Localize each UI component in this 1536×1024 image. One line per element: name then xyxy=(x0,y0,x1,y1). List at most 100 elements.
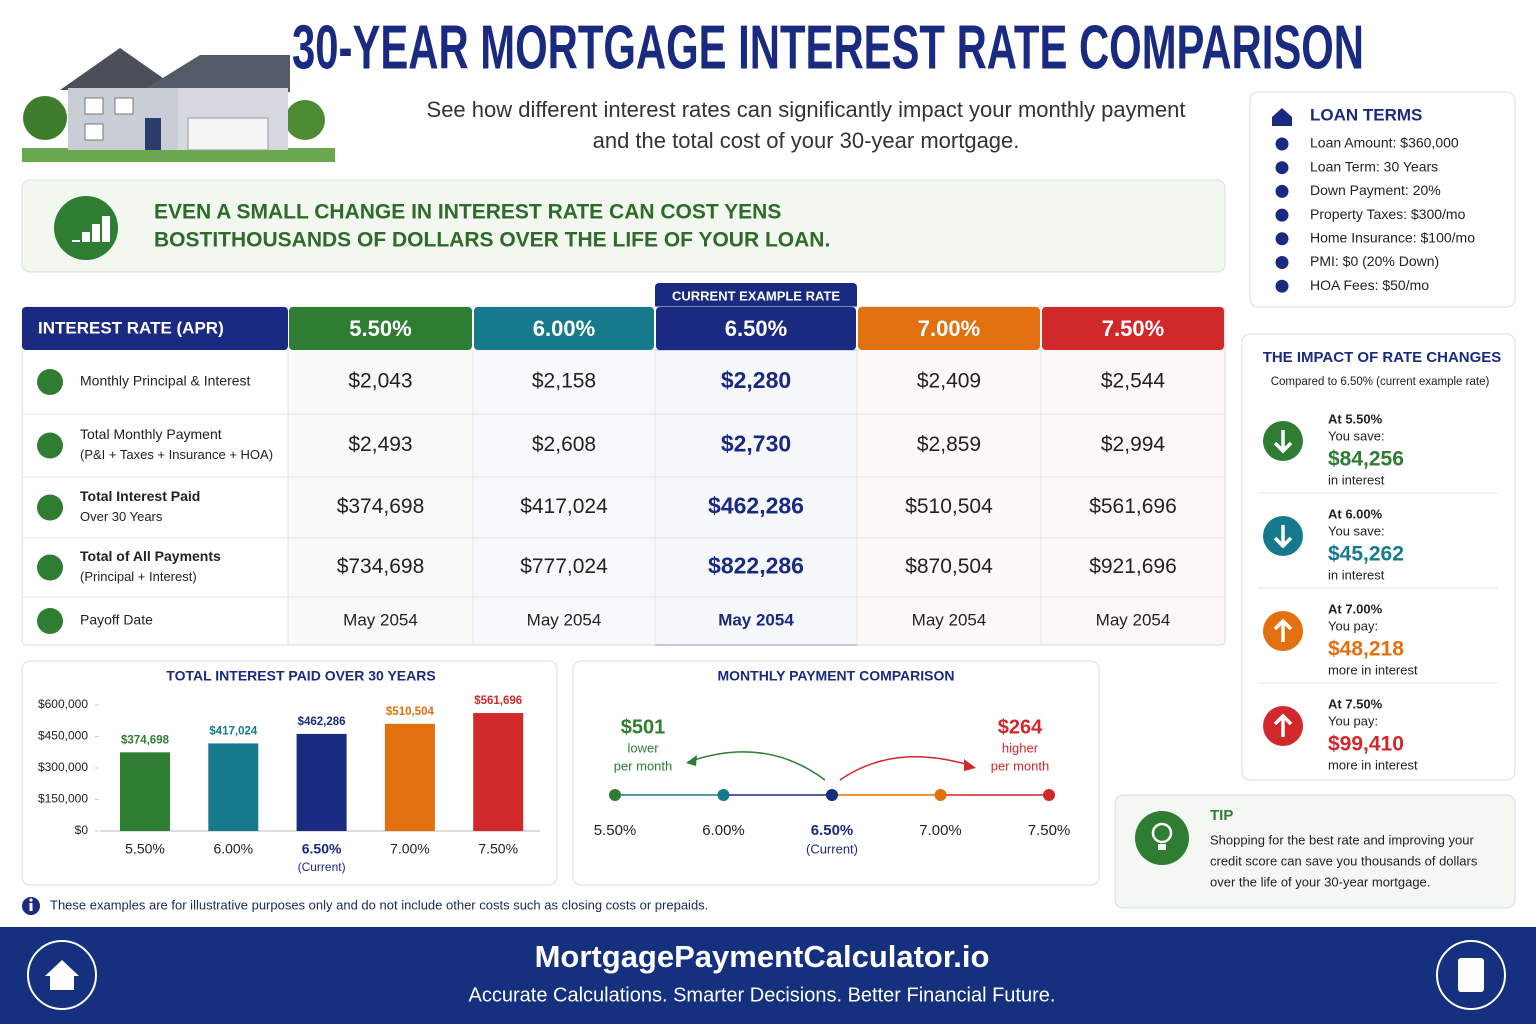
rate-dot xyxy=(934,789,947,801)
comparison-title: MONTHLY PAYMENT COMPARISON xyxy=(718,668,955,684)
info-dot xyxy=(29,898,33,902)
cell-value: $561,696 xyxy=(1089,495,1177,518)
cell-value: $2,730 xyxy=(721,431,791,457)
column-header xyxy=(656,307,856,350)
y-tick-label: $600,000 xyxy=(38,697,88,711)
term-icon xyxy=(1275,279,1289,293)
row-label: Payoff Date xyxy=(80,612,153,628)
bar xyxy=(473,713,524,831)
loan-term: HOA Fees: $50/mo xyxy=(1310,277,1429,293)
bar xyxy=(120,752,170,831)
chart-title: TOTAL INTEREST PAID OVER 30 YEARS xyxy=(166,668,435,684)
info-glyph xyxy=(29,903,33,911)
window xyxy=(114,97,134,115)
roof xyxy=(140,55,290,92)
cell-value: $2,608 xyxy=(532,433,596,456)
loan-term: PMI: $0 (20% Down) xyxy=(1310,253,1439,269)
cell-value: $822,286 xyxy=(708,553,804,579)
impact-suffix: in interest xyxy=(1328,567,1385,582)
column-tint xyxy=(1041,350,1225,645)
banner-icon xyxy=(54,196,118,260)
row-label: Total Monthly Payment xyxy=(80,426,222,442)
banner-text: EVEN A SMALL CHANGE IN INTEREST RATE CAN… xyxy=(154,201,781,224)
difference-note: per month xyxy=(614,758,673,773)
window xyxy=(84,97,104,115)
arrow-glyph xyxy=(1273,713,1293,737)
rate-label: 6.00% xyxy=(702,822,745,839)
loan-term: Loan Amount: $360,000 xyxy=(1310,135,1459,151)
column-header xyxy=(1042,307,1224,350)
impact-verb: You pay: xyxy=(1328,618,1378,633)
x-tick-label: 7.50% xyxy=(478,841,518,857)
row-icon xyxy=(37,608,63,634)
difference-note: lower xyxy=(627,740,659,755)
bar-value-label: $374,698 xyxy=(121,734,170,746)
rate-label: 7.00% xyxy=(919,822,962,839)
bar-value-label: $510,504 xyxy=(386,706,435,718)
row-label: Total Interest Paid xyxy=(80,488,200,504)
impact-amount: $48,218 xyxy=(1328,638,1404,661)
impact-amount: $45,262 xyxy=(1328,543,1404,566)
door xyxy=(145,118,161,150)
current-note: (Current) xyxy=(298,860,346,874)
arrow-glyph xyxy=(1273,618,1293,642)
impact-panel xyxy=(1241,333,1516,781)
cell-value: $2,409 xyxy=(917,370,981,393)
tip-panel xyxy=(1114,794,1516,909)
x-tick-label: 7.00% xyxy=(390,841,430,857)
column-rate: 5.50% xyxy=(349,316,411,341)
bar xyxy=(208,743,259,831)
bar-value-label: $561,696 xyxy=(474,695,522,707)
loan-term: Loan Term: 30 Years xyxy=(1310,158,1438,174)
tip-text: Shopping for the best rate and improving… xyxy=(1210,832,1474,847)
bulb xyxy=(1151,822,1173,844)
bar-value-label: $417,024 xyxy=(209,725,258,737)
cell-value: $417,024 xyxy=(520,495,608,518)
tip-title: TIP xyxy=(1210,807,1233,824)
row-icon xyxy=(37,369,63,395)
row-sublabel: (Principal + Interest) xyxy=(80,569,197,584)
cell-value: $777,024 xyxy=(520,555,608,578)
arrow-glyph xyxy=(1273,430,1293,454)
loan-terms-title: LOAN TERMS xyxy=(1310,105,1422,124)
term-icon xyxy=(1275,232,1289,246)
banner-text: BOSTITHOUSANDS OF DOLLARS OVER THE LIFE … xyxy=(154,229,830,252)
tip-text: credit score can save you thousands of d… xyxy=(1210,853,1478,868)
row-label: Total of All Payments xyxy=(80,548,221,564)
comparison-panel xyxy=(572,660,1100,886)
row-icon xyxy=(37,432,63,459)
cell-value: $921,696 xyxy=(1089,555,1177,578)
cell-value: $734,698 xyxy=(337,555,425,578)
tagline: Accurate Calculations. Smarter Decisions… xyxy=(469,984,1056,1006)
cell-value: $2,280 xyxy=(721,367,791,393)
wall xyxy=(68,88,178,150)
term-icon xyxy=(1275,256,1289,269)
term-icon xyxy=(1275,184,1289,198)
impact-verb: You save: xyxy=(1328,428,1385,443)
house-illustration xyxy=(22,48,335,162)
banner xyxy=(21,179,1226,273)
table-header-label: INTEREST RATE (APR) xyxy=(38,318,224,337)
page-title: 30-YEAR MORTGAGE INTEREST RATE COMPARISO… xyxy=(292,13,1364,82)
rate-dot xyxy=(717,789,730,801)
impact-suffix: more in interest xyxy=(1328,757,1418,772)
column-rate: 7.00% xyxy=(918,316,980,341)
bar xyxy=(384,723,435,831)
x-tick-label: 6.50% xyxy=(302,841,342,857)
current-note: (Current) xyxy=(806,841,858,856)
tree xyxy=(285,100,325,140)
impact-suffix: in interest xyxy=(1328,472,1385,487)
footer-icon xyxy=(1436,940,1506,1010)
bar-value-label: $462,286 xyxy=(298,716,346,728)
cell-value: $462,286 xyxy=(708,493,804,519)
arrow-glyph xyxy=(1273,525,1293,549)
cell-value: May 2054 xyxy=(527,610,602,629)
impact-rate: At 6.00% xyxy=(1328,506,1383,521)
subtitle: and the total cost of your 30-year mortg… xyxy=(593,128,1020,153)
loan-terms-panel xyxy=(1249,91,1516,308)
cell-value: $2,043 xyxy=(348,370,412,393)
rate-dot xyxy=(1043,789,1055,801)
site-name: MortgagePaymentCalculator.io xyxy=(535,939,990,974)
column-tint xyxy=(654,349,858,646)
cell-value: $2,994 xyxy=(1101,433,1166,456)
